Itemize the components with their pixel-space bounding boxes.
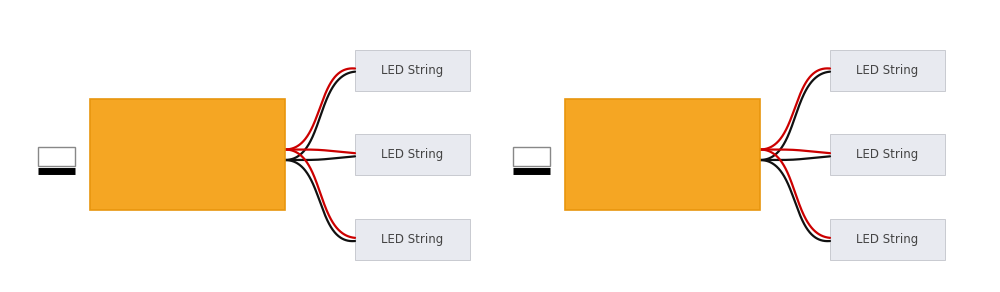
FancyBboxPatch shape <box>830 50 945 91</box>
Text: Single Channel: Single Channel <box>102 134 201 147</box>
FancyBboxPatch shape <box>90 99 285 210</box>
Text: LED String: LED String <box>381 64 444 77</box>
Text: LED String: LED String <box>381 148 444 161</box>
FancyBboxPatch shape <box>513 147 550 166</box>
FancyBboxPatch shape <box>565 99 760 210</box>
Text: LED String: LED String <box>856 64 919 77</box>
Text: Constant Current Driver: Constant Current Driver <box>577 166 737 179</box>
FancyBboxPatch shape <box>355 134 470 175</box>
Text: LED String: LED String <box>856 148 919 161</box>
FancyBboxPatch shape <box>355 219 470 260</box>
Text: Constant Current Driver: Constant Current Driver <box>102 166 262 179</box>
FancyBboxPatch shape <box>830 134 945 175</box>
Text: LED String: LED String <box>856 233 919 246</box>
FancyBboxPatch shape <box>38 147 75 166</box>
Text: LED String: LED String <box>381 233 444 246</box>
Text: 3-Channel: 3-Channel <box>577 134 644 147</box>
FancyBboxPatch shape <box>355 50 470 91</box>
FancyBboxPatch shape <box>830 219 945 260</box>
